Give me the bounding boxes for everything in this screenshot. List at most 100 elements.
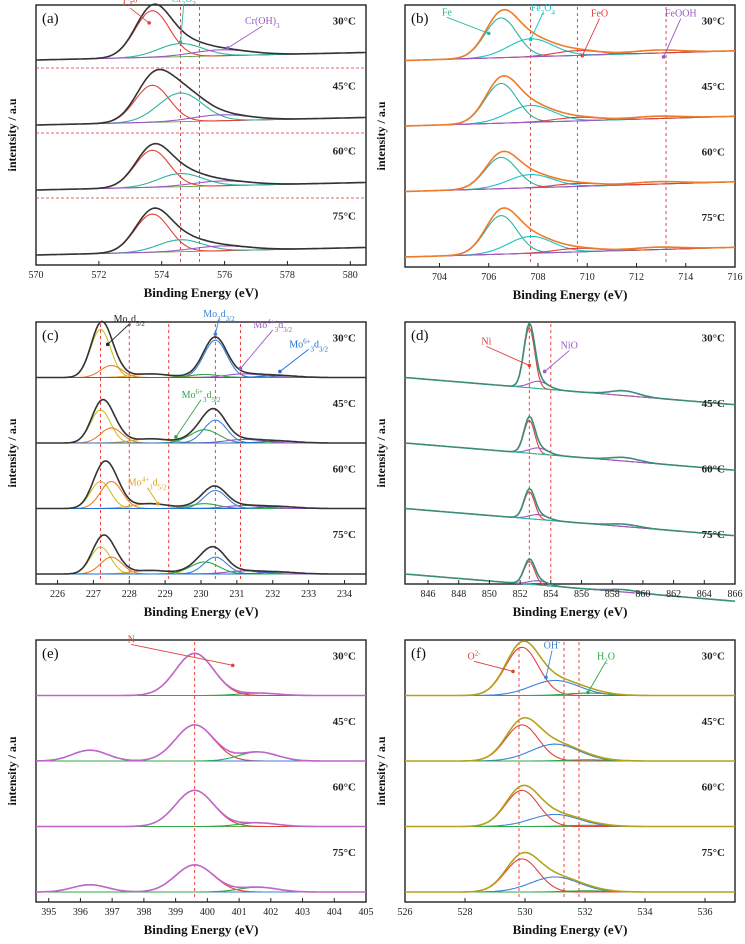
arrow-head (230, 663, 235, 668)
annotation-arrow (180, 3, 185, 43)
peak-oh- (405, 813, 735, 828)
temperature-label: 30°C (333, 332, 356, 344)
peak-mo3d5-2 (36, 409, 366, 444)
annotation-arrow (146, 487, 159, 504)
x-tick-label: 228 (122, 589, 137, 600)
panel-c: 30°C 45°C 60°C 75°C Mo3d5/2 Mo3d3/2 Mo4+3d3/2 M… (5, 309, 367, 619)
panel-label: (d) (411, 328, 429, 344)
envelope-curve (404, 321, 736, 406)
x-tick-label: 397 (105, 907, 120, 918)
x-tick-label: 860 (635, 589, 650, 600)
x-tick-label: 864 (697, 589, 712, 600)
x-axis-title: Binding Energy (eV) (513, 604, 628, 619)
arrow-head (544, 675, 548, 680)
x-tick-label: 706 (481, 272, 496, 283)
temperature-label: 60°C (333, 463, 356, 475)
x-axis-title: Binding Energy (eV) (513, 922, 628, 937)
annotation-arrow (587, 661, 607, 693)
envelope-curve (36, 142, 366, 191)
envelope-curve (404, 150, 735, 193)
peak-label: O2- (467, 649, 481, 662)
x-tick-label: 714 (678, 272, 693, 283)
arrow-head (225, 46, 230, 50)
x-tick-label: 528 (458, 907, 473, 918)
x-tick-label: 526 (398, 907, 413, 918)
temperature-label: 75°C (333, 847, 356, 859)
annotation-arrow (107, 323, 130, 345)
x-tick-label: 226 (50, 589, 65, 600)
panel-label: (b) (411, 11, 429, 27)
x-tick-label: 404 (327, 907, 342, 918)
temperature-label: 75°C (702, 529, 725, 541)
annotation-arrow (486, 345, 530, 366)
envelope-curve (36, 398, 366, 444)
peak-mo3d5-2-ox- (36, 364, 366, 379)
peak-cr2o3 (36, 172, 366, 191)
x-tick-label: 704 (432, 272, 447, 283)
temperature-label: 60°C (702, 146, 725, 158)
peak-label: Mo4+3d3/2 (253, 318, 292, 334)
arrow-head (586, 690, 590, 695)
peak-n (36, 652, 366, 697)
x-tick-label: 227 (86, 589, 101, 600)
peak-fe3o4 (404, 104, 736, 127)
x-tick-label: 402 (263, 907, 278, 918)
y-axis-title: intentsity / a.u (5, 98, 19, 171)
plot-frame (404, 4, 736, 268)
envelope-curve (36, 460, 366, 510)
x-tick-label: 534 (638, 907, 653, 918)
envelope-curve (36, 3, 366, 61)
annotation-arrow (581, 18, 600, 56)
arrow-head (527, 363, 532, 368)
x-tick-label: 398 (136, 907, 151, 918)
x-tick-label: 578 (280, 270, 295, 281)
annotation-arrow (473, 660, 514, 672)
temperature-label: 45°C (702, 716, 725, 728)
annotation-arrow (175, 399, 202, 438)
envelope-curve (36, 534, 366, 575)
peak-label: Fe3O4 (531, 3, 556, 17)
temperature-label: 75°C (333, 529, 356, 541)
x-tick-label: 530 (518, 907, 533, 918)
arrow-head (156, 501, 160, 506)
x-tick-label: 712 (629, 272, 644, 283)
x-tick-label: 708 (530, 272, 545, 283)
envelope-curve (405, 851, 735, 893)
arrow-head (542, 369, 547, 374)
panel-label: (e) (42, 646, 59, 662)
plot-frame (404, 321, 736, 585)
x-tick-label: 710 (580, 272, 595, 283)
peak-oh- (405, 876, 735, 893)
x-tick-label: 856 (574, 589, 589, 600)
peak-n2 (36, 749, 366, 762)
annotation-arrow (214, 319, 220, 335)
x-tick-label: 532 (578, 907, 593, 918)
peak-label: Mo4+3d5/2 (128, 476, 167, 492)
peak-o2- (405, 646, 735, 697)
x-tick-label: 229 (158, 589, 173, 600)
annotation-arrow (663, 18, 682, 58)
envelope-curve (404, 487, 736, 537)
peak-n (36, 724, 366, 762)
temperature-label: 30°C (702, 650, 725, 662)
arrow-head (278, 369, 282, 374)
envelope-curve (404, 8, 735, 62)
panel-b: 30°C 45°C 60°C 75°C Fe Fe3O4 FeO FeOOH (b) 704 706… (374, 3, 743, 302)
envelope-curve (36, 320, 366, 379)
x-tick-label: 570 (29, 270, 44, 281)
x-tick-label: 396 (73, 907, 88, 918)
envelope-curve (405, 716, 735, 762)
x-tick-label: 233 (301, 589, 316, 600)
temperature-label: 75°C (333, 210, 356, 222)
y-axis-title: intensity / a.u (374, 736, 388, 805)
panel-label: (c) (42, 328, 59, 344)
peak-ni (404, 326, 736, 406)
annotation-arrow (130, 7, 150, 24)
plot-frame (404, 639, 736, 903)
plot-frame (35, 4, 367, 266)
x-tick-label: 572 (91, 270, 106, 281)
peak-o2- (405, 724, 735, 762)
peak-label: Cr(OH)3 (245, 16, 280, 30)
peak-ni (404, 490, 736, 537)
annotation-arrow (446, 16, 489, 34)
